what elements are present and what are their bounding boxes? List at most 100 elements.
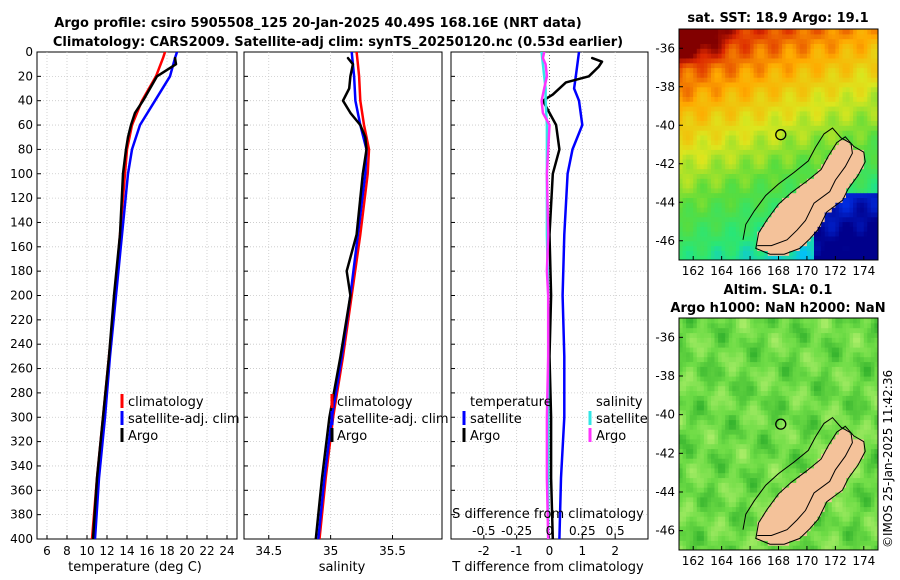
map-cell bbox=[810, 385, 815, 392]
map-cell bbox=[792, 390, 797, 396]
map-cell bbox=[817, 207, 822, 213]
map-cell bbox=[700, 207, 705, 213]
map-cell bbox=[856, 139, 861, 146]
map-cell bbox=[782, 163, 787, 170]
map-cell bbox=[746, 144, 751, 150]
map-cell bbox=[764, 207, 769, 213]
map-cell bbox=[735, 366, 741, 372]
map-cell bbox=[789, 81, 794, 88]
map-cell bbox=[753, 231, 758, 237]
map-cell bbox=[792, 337, 797, 343]
map-cell bbox=[863, 81, 868, 88]
map-cell bbox=[711, 540, 716, 546]
map-cell bbox=[764, 57, 769, 64]
top-x-tick-label: 0.5 bbox=[606, 524, 625, 538]
map-cell bbox=[689, 110, 694, 117]
map-field bbox=[679, 29, 878, 260]
map-cell bbox=[718, 173, 723, 179]
map-cell bbox=[679, 33, 684, 40]
map-cell bbox=[806, 395, 812, 401]
map-cell bbox=[689, 318, 694, 324]
map-cell bbox=[725, 149, 730, 155]
map-cell bbox=[760, 356, 765, 363]
map-cell bbox=[707, 67, 712, 73]
map-cell bbox=[750, 235, 755, 242]
map-cell bbox=[757, 211, 762, 218]
map-cell bbox=[682, 149, 687, 155]
map-cell bbox=[718, 385, 723, 392]
map-cell bbox=[728, 337, 733, 343]
map-cell bbox=[792, 120, 797, 126]
map-cell bbox=[725, 419, 730, 425]
map-cell bbox=[824, 337, 829, 343]
map-cell bbox=[739, 400, 744, 406]
map-cell bbox=[814, 235, 819, 242]
map-cell bbox=[799, 390, 804, 396]
x-tick-label: 18 bbox=[159, 544, 174, 558]
map-cell bbox=[728, 400, 733, 406]
map-cell bbox=[771, 154, 776, 160]
map-cell bbox=[792, 472, 797, 479]
map-cell bbox=[853, 178, 858, 184]
map-cell bbox=[746, 29, 751, 35]
map-cell bbox=[746, 516, 751, 522]
map-cell bbox=[838, 125, 844, 131]
map-cell bbox=[796, 86, 801, 93]
map-cell bbox=[817, 511, 822, 517]
map-cell bbox=[693, 463, 698, 469]
map-cell bbox=[782, 516, 787, 522]
map-cell bbox=[771, 163, 776, 170]
map-cell bbox=[849, 192, 854, 198]
map-cell bbox=[767, 221, 772, 227]
map-cell bbox=[810, 255, 815, 260]
map-cell bbox=[689, 144, 694, 150]
map-cell bbox=[753, 342, 758, 348]
map-cell bbox=[753, 134, 758, 141]
map-cell bbox=[799, 342, 804, 348]
map-cell bbox=[714, 463, 719, 469]
map-cell bbox=[689, 472, 694, 479]
map-cell bbox=[796, 496, 801, 503]
map-cell bbox=[867, 226, 872, 232]
map-cell bbox=[774, 409, 780, 416]
map-cell bbox=[764, 255, 769, 260]
map-cell bbox=[725, 438, 730, 445]
map-cell bbox=[739, 255, 744, 260]
map-cell bbox=[721, 477, 726, 483]
map-cell bbox=[838, 221, 844, 227]
map-cell bbox=[746, 525, 751, 532]
map-cell bbox=[863, 86, 868, 93]
map-cell bbox=[696, 540, 701, 546]
map-cell bbox=[842, 86, 847, 93]
map-cell bbox=[689, 139, 694, 146]
map-cell bbox=[874, 57, 878, 64]
map-cell bbox=[874, 207, 878, 213]
map-cell bbox=[817, 125, 822, 131]
map-cell bbox=[746, 33, 751, 40]
map-cell bbox=[711, 38, 716, 44]
map-cell bbox=[760, 134, 765, 141]
map-cell bbox=[846, 211, 851, 218]
map-cell bbox=[696, 67, 701, 73]
map-cell bbox=[689, 29, 694, 35]
map-cell bbox=[796, 67, 801, 73]
map-cell bbox=[771, 545, 776, 550]
map-cell bbox=[714, 506, 719, 512]
map-cell bbox=[860, 57, 865, 64]
map-cell bbox=[792, 395, 797, 401]
map-cell bbox=[867, 211, 872, 218]
map-cell bbox=[721, 342, 726, 348]
map-cell bbox=[767, 62, 772, 69]
map-cell bbox=[760, 327, 765, 334]
map-cell bbox=[846, 144, 851, 150]
map-cell bbox=[757, 101, 762, 107]
map-cell bbox=[743, 235, 748, 242]
map-cell bbox=[725, 332, 730, 338]
map-cell bbox=[782, 506, 787, 512]
map-cell bbox=[789, 211, 794, 218]
map-cell bbox=[778, 245, 783, 251]
map-cell bbox=[743, 183, 748, 189]
map-cell bbox=[707, 342, 712, 348]
lon-tick-label: 170 bbox=[795, 264, 818, 278]
map-cell bbox=[721, 521, 726, 527]
